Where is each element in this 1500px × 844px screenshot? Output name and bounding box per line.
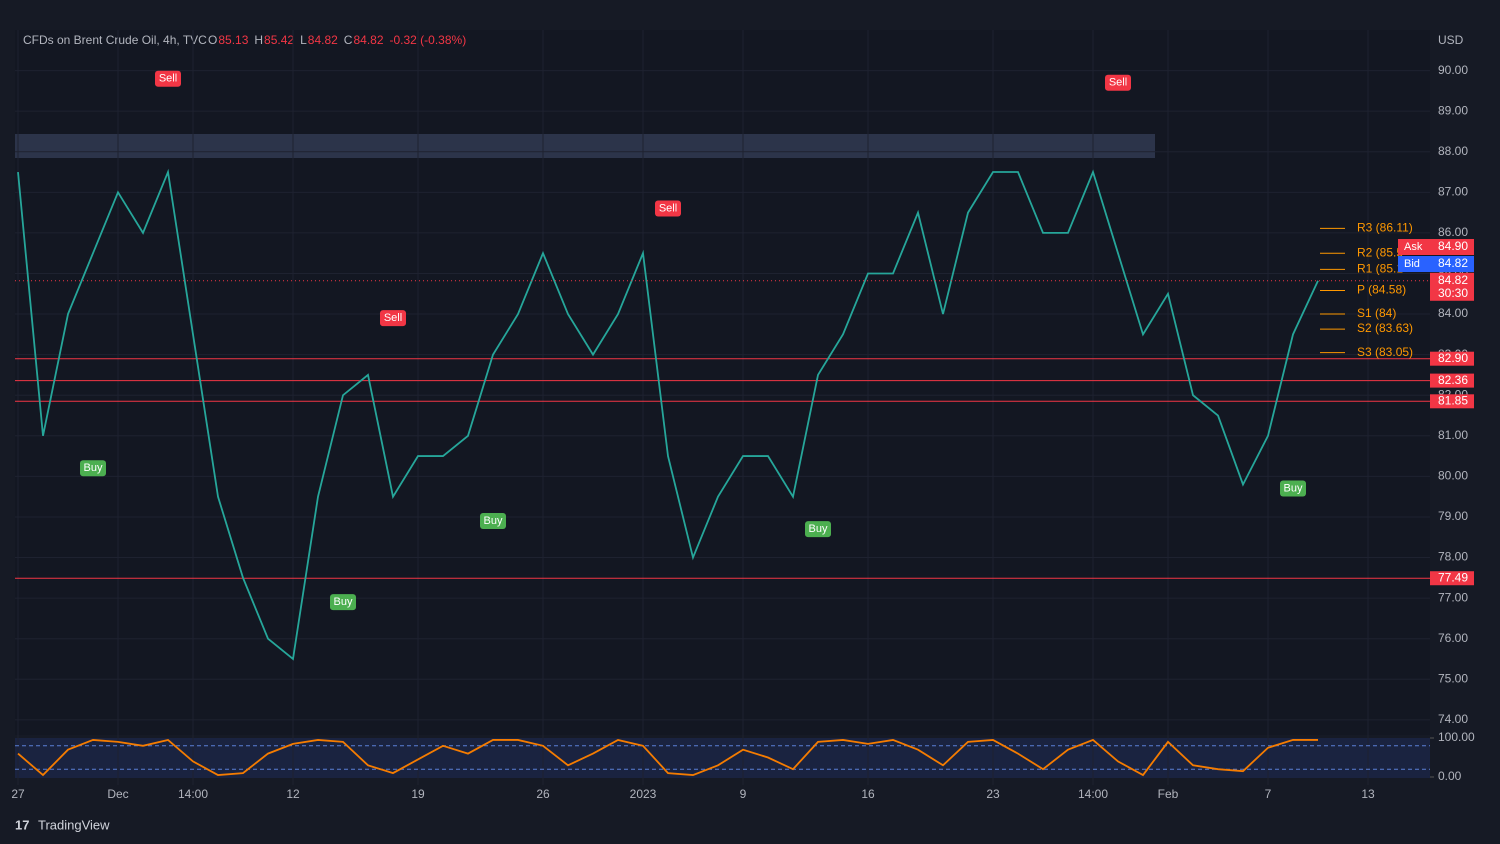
pivot-label: S2 (83.63)	[1357, 321, 1413, 335]
quote-tag	[1398, 239, 1474, 255]
x-tick-label: 7	[1265, 787, 1272, 801]
ohlc-value: 84.82	[353, 33, 383, 47]
y-tick-label: 76.00	[1438, 631, 1468, 645]
x-tick-label: 13	[1361, 787, 1375, 801]
quote-value: 84.90	[1438, 239, 1468, 253]
signal-tag	[380, 310, 406, 327]
x-tick-label: 12	[286, 787, 300, 801]
signal-label: Sell	[159, 73, 177, 85]
osc-tick-label: 100.00	[1438, 730, 1475, 744]
x-tick-label: 14:00	[1078, 787, 1108, 801]
x-tick-label: Dec	[107, 787, 128, 801]
resistance-zone	[15, 134, 1155, 158]
y-tick-label: 79.00	[1438, 509, 1468, 523]
level-label: 81.85	[1438, 393, 1468, 407]
ohlc-key: L	[300, 33, 307, 47]
x-tick-label: 27	[11, 787, 25, 801]
y-tick-label: 90.00	[1438, 63, 1468, 77]
y-axis-label: USD	[1438, 33, 1464, 47]
pivot-label: S1 (84)	[1357, 306, 1396, 320]
pivot-label: R3 (86.11)	[1357, 221, 1413, 235]
x-tick-label: 2023	[630, 787, 657, 801]
quote-name: Bid	[1404, 258, 1420, 270]
ohlc-value: 84.82	[308, 33, 338, 47]
y-tick-label: 80.00	[1438, 469, 1468, 483]
signal-tag	[1280, 480, 1306, 497]
level-tag	[1430, 571, 1474, 586]
quote-name: Ask	[1404, 241, 1423, 253]
brand-logo: 17	[15, 817, 29, 832]
level-label: 77.49	[1438, 570, 1468, 584]
brand: TradingView	[38, 817, 110, 832]
price-tag	[1430, 272, 1474, 301]
ohlc-key: O	[208, 33, 217, 47]
quote-value: 84.82	[1438, 256, 1468, 270]
level-tag	[1430, 373, 1474, 388]
y-tick-label: 86.00	[1438, 225, 1468, 239]
pivot-label: R2 (85.5	[1357, 245, 1403, 259]
x-tick-label: 16	[861, 787, 875, 801]
signal-tag	[480, 513, 506, 530]
signal-label: Buy	[484, 515, 503, 527]
countdown: 30:30	[1438, 286, 1468, 300]
y-tick-label: 89.00	[1438, 103, 1468, 117]
signal-label: Sell	[659, 202, 677, 214]
ohlc-key: H	[254, 33, 263, 47]
x-tick-label: Feb	[1158, 787, 1179, 801]
signal-tag	[80, 460, 106, 477]
x-tick-label: 14:00	[178, 787, 208, 801]
level-label: 82.90	[1438, 351, 1468, 365]
signal-label: Buy	[84, 462, 103, 474]
level-tag	[1430, 351, 1474, 366]
x-tick-label: 19	[411, 787, 425, 801]
x-tick-label: 9	[740, 787, 747, 801]
ohlc-key: C	[344, 33, 353, 47]
ohlc-value: 85.42	[264, 33, 294, 47]
signal-label: Sell	[1109, 77, 1127, 89]
quote-tag	[1398, 256, 1474, 272]
price-label: 84.82	[1438, 273, 1468, 287]
signal-tag	[330, 594, 356, 611]
pivot-label: S3 (83.05)	[1357, 345, 1413, 359]
x-tick-label: 23	[986, 787, 1000, 801]
x-tick-label: 26	[536, 787, 550, 801]
signal-tag	[1105, 74, 1131, 91]
plot-area	[15, 30, 1430, 735]
price-line	[17, 738, 1318, 777]
chart-title: CFDs on Brent Crude Oil, 4h, TVC	[23, 33, 207, 47]
change: -0.32 (-0.38%)	[390, 33, 467, 47]
ohlc-value: 85.13	[218, 33, 248, 47]
y-tick-label: 81.00	[1438, 428, 1468, 442]
signal-tag	[655, 200, 681, 217]
signal-label: Sell	[384, 312, 402, 324]
signal-tag	[155, 70, 181, 87]
pivot-label: P (84.58)	[1357, 283, 1406, 297]
osc-tick-label: 0.00	[1438, 769, 1462, 783]
level-tag	[1430, 394, 1474, 409]
y-tick-label: 87.00	[1438, 184, 1468, 198]
level-label: 82.36	[1438, 373, 1468, 387]
price-line	[17, 168, 1319, 661]
signal-label: Buy	[1284, 482, 1303, 494]
oscillator-area	[15, 738, 1430, 778]
signal-label: Buy	[334, 596, 353, 608]
pivot-label: R1 (85.1	[1357, 262, 1403, 276]
signal-tag	[805, 521, 831, 538]
y-tick-label: 88.00	[1438, 144, 1468, 158]
signal-label: Buy	[809, 523, 828, 535]
y-tick-label: 78.00	[1438, 550, 1468, 564]
y-tick-label: 74.00	[1438, 712, 1468, 726]
y-tick-label: 84.00	[1438, 306, 1468, 320]
y-tick-label: 77.00	[1438, 590, 1468, 604]
y-tick-label: 75.00	[1438, 671, 1468, 685]
